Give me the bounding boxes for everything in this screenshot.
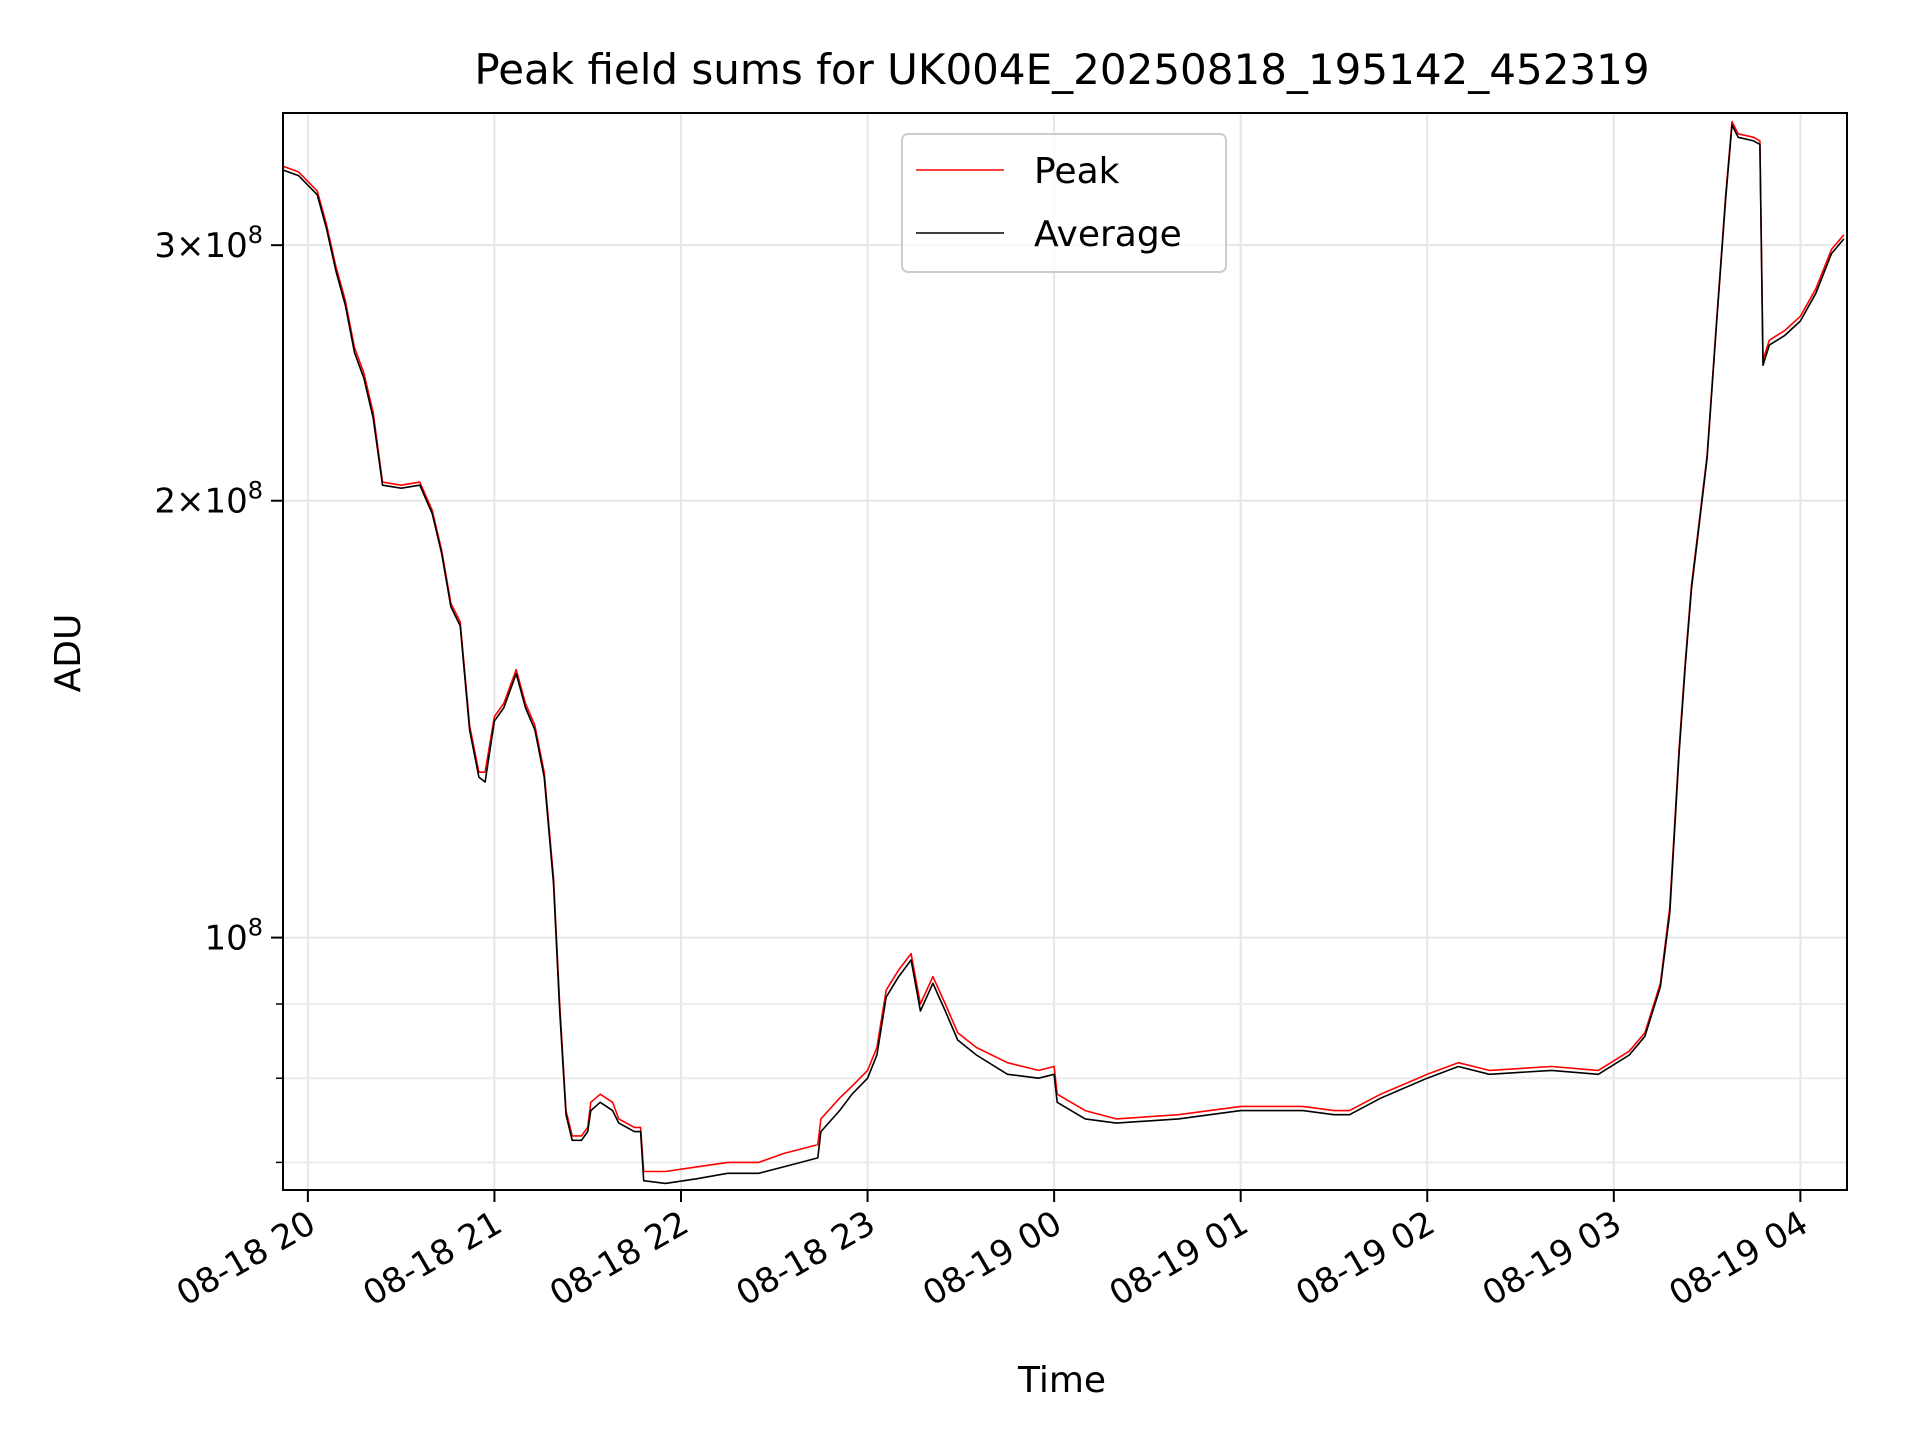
y-tick-label: 2×108 <box>154 477 263 522</box>
legend-label-average: Average <box>1034 214 1182 255</box>
plot-frame <box>282 112 1848 1191</box>
chart-title: Peak field sums for UK004E_20250818_1951… <box>474 45 1649 94</box>
y-axis-label: ADU <box>48 614 89 693</box>
grid <box>283 113 1847 1190</box>
y-axis-ticks: 108 2×108 3×108 <box>154 221 283 1164</box>
y-tick-label: 108 <box>204 914 263 959</box>
y-tick-label: 3×108 <box>154 221 263 266</box>
x-axis-label: Time <box>1017 1360 1106 1401</box>
series-line-average <box>283 124 1845 1185</box>
series-lines <box>283 120 1845 1185</box>
legend: Peak Average <box>901 133 1227 273</box>
legend-label-peak: Peak <box>1034 151 1120 192</box>
legend-box <box>901 133 1227 273</box>
